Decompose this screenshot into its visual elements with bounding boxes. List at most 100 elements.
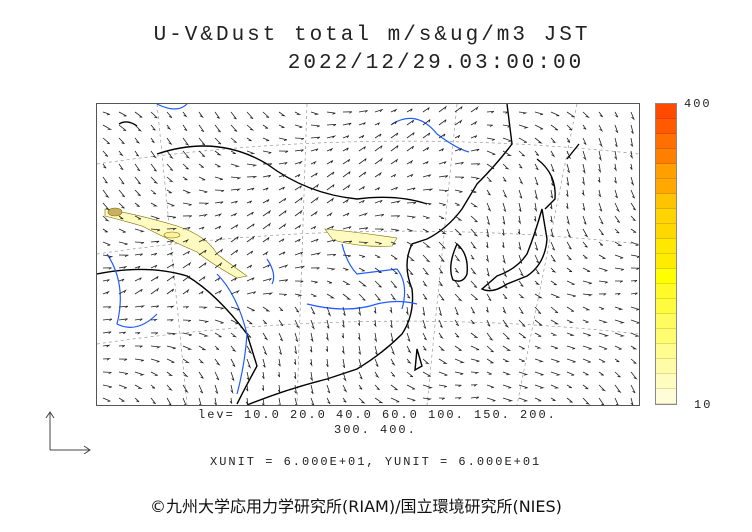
- wind-arrow: [486, 306, 489, 313]
- wind-arrow: [294, 265, 306, 269]
- wind-arrow: [118, 215, 124, 220]
- wind-arrow: [518, 371, 529, 376]
- wind-arrow: [390, 254, 398, 260]
- colorbar-band: [656, 284, 676, 299]
- wind-arrow: [406, 215, 417, 219]
- wind-arrow: [150, 384, 156, 389]
- wind-arrow: [406, 228, 414, 232]
- wind-arrow: [310, 111, 320, 116]
- wind-arrow: [566, 111, 575, 118]
- wind-arrow: [294, 293, 303, 297]
- wind-arrow: [150, 137, 155, 143]
- wind-arrow: [262, 237, 270, 243]
- wind-arrow: [262, 111, 270, 118]
- wind-arrow: [294, 306, 300, 313]
- forecast-datetime: 2022/12/29.03:00:00: [287, 52, 585, 75]
- wind-arrow: [486, 358, 494, 364]
- wind-arrow: [454, 371, 464, 375]
- wind-arrow: [614, 332, 625, 337]
- wind-arrow: [390, 215, 400, 218]
- wind-arrow: [230, 111, 237, 120]
- wind-arrow: [502, 215, 506, 225]
- wind-arrow: [454, 202, 460, 206]
- dust-wind-map: [96, 103, 640, 409]
- wind-arrow: [326, 171, 335, 178]
- wind-arrow: [118, 228, 126, 233]
- wind-arrow: [550, 150, 556, 158]
- wind-arrow: [326, 124, 337, 127]
- wind-arrow: [630, 358, 637, 364]
- wind-arrow: [486, 384, 495, 389]
- wind-arrow: [614, 267, 624, 271]
- wind-arrow: [310, 238, 319, 243]
- wind-arrow: [390, 293, 397, 301]
- wind-arrow: [150, 215, 161, 220]
- wind-arrow: [357, 319, 361, 326]
- wind-arrow: [470, 358, 480, 363]
- wind-arrow: [454, 254, 461, 262]
- wind-arrow: [278, 197, 287, 204]
- wind-arrow: [326, 280, 333, 284]
- wind-arrow: [390, 145, 399, 152]
- wind-arrow: [502, 189, 508, 199]
- wind-arrow: [390, 371, 396, 377]
- wind-arrow: [470, 384, 478, 387]
- wind-arrow: [134, 332, 141, 335]
- wind-arrow: [422, 306, 426, 316]
- wind-arrow: [454, 119, 463, 126]
- wind-arrow: [598, 358, 606, 363]
- wind-arrow: [118, 397, 125, 402]
- wind-arrow: [614, 241, 623, 246]
- wind-arrow: [630, 254, 640, 258]
- wind-arrow: [422, 397, 432, 401]
- wind-arrow: [406, 358, 412, 364]
- wind-arrow: [438, 280, 443, 287]
- wind-arrow: [310, 280, 318, 284]
- wind-arrow: [566, 150, 572, 160]
- wind-arrow: [310, 293, 317, 297]
- wind-arrow: [518, 319, 526, 327]
- wind-arrow: [342, 254, 351, 258]
- wind-arrow: [166, 150, 174, 159]
- wind-arrow: [534, 371, 544, 376]
- wind-arrow: [262, 251, 269, 256]
- wind-arrow: [357, 332, 361, 342]
- wind-arrow: [230, 289, 240, 295]
- wind-arrow: [134, 150, 140, 157]
- wind-arrow: [182, 275, 191, 282]
- wind-arrow: [502, 293, 508, 300]
- wind-arrow: [166, 263, 175, 269]
- wind-arrow: [294, 137, 305, 141]
- wind-arrow: [326, 267, 336, 271]
- wind-arrow: [278, 358, 281, 367]
- wind-arrow: [134, 202, 140, 207]
- wind-arrow: [214, 225, 222, 230]
- wind-arrow: [277, 371, 280, 378]
- wind-arrow: [326, 111, 336, 115]
- wind-arrow: [470, 396, 480, 400]
- wind-arrow: [214, 163, 221, 168]
- wind-arrow: [422, 371, 431, 377]
- wind-arrow: [518, 137, 527, 143]
- wind-arrow: [598, 228, 604, 236]
- wind-arrow: [438, 319, 443, 328]
- wind-arrow: [390, 345, 396, 356]
- wind-arrow: [630, 292, 638, 296]
- wind-arrow: [102, 318, 113, 322]
- wind-arrow: [566, 241, 572, 250]
- wind-arrow: [230, 150, 236, 154]
- wind-arrow: [278, 264, 289, 269]
- wind-arrow: [613, 163, 617, 172]
- wind-arrow: [118, 331, 126, 335]
- wind-arrow: [278, 210, 287, 217]
- wind-arrow: [150, 111, 158, 119]
- wind-arrow: [534, 267, 540, 275]
- wind-arrow: [518, 189, 523, 199]
- wind-arrow: [342, 212, 350, 217]
- wind-arrow: [438, 332, 444, 340]
- wind-arrow: [325, 332, 329, 342]
- wind-arrow: [342, 397, 347, 403]
- wind-arrow: [245, 397, 249, 406]
- wind-arrow: [150, 252, 158, 256]
- wind-arrow: [230, 384, 234, 394]
